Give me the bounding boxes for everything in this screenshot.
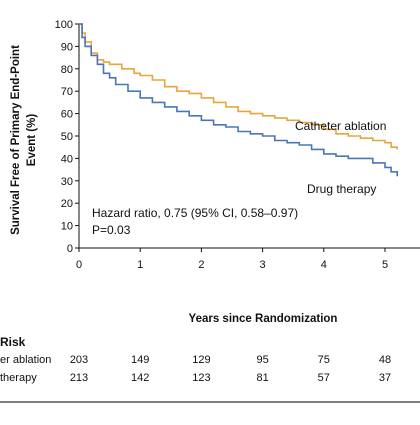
x-tick-label: 0 <box>76 259 82 271</box>
risk-row-value: 81 <box>256 372 268 384</box>
risk-row-value: 203 <box>70 354 88 366</box>
series-line-drug-therapy <box>79 23 398 177</box>
x-tick-label: 4 <box>321 259 327 271</box>
x-tick-label: 5 <box>382 259 388 271</box>
risk-row-value: 142 <box>131 372 149 384</box>
y-tick-label: 50 <box>61 131 73 143</box>
x-tick-label: 3 <box>260 259 266 271</box>
risk-row-value: 37 <box>379 372 391 384</box>
risk-row-value: 213 <box>70 372 88 384</box>
hazard-ratio-text: Hazard ratio, 0.75 (95% CI, 0.58–0.97) <box>92 206 298 220</box>
y-tick-label: 30 <box>61 176 73 188</box>
y-axis-title-line2: Event (%) <box>26 114 38 167</box>
y-axis-title: Survival Free of Primary End-Point Event… <box>10 45 38 235</box>
risk-row-label: therapy <box>0 372 37 384</box>
risk-row-label: er ablation <box>0 354 51 366</box>
y-tick-label: 20 <box>61 198 73 210</box>
x-axis-title: Years since Randomization <box>189 313 338 325</box>
risk-row-value: 95 <box>256 354 268 366</box>
y-tick-label: 90 <box>61 41 73 53</box>
risk-row-value: 149 <box>131 354 149 366</box>
risk-row-value: 129 <box>192 354 210 366</box>
y-tick-label: 0 <box>67 243 73 255</box>
x-tick-label: 2 <box>198 259 204 271</box>
p-value-text: P=0.03 <box>92 223 131 237</box>
risk-table-rows: er ablation 203 149 129 95 75 48 therapy 213 142 1… <box>0 354 391 384</box>
y-tick-label: 40 <box>61 153 73 165</box>
y-axis-ticks: 0 10 20 30 40 50 60 70 80 90 100 <box>55 19 79 255</box>
risk-table: Risk er ablation 203 149 129 95 75 48 therapy 21… <box>0 335 391 384</box>
y-tick-label: 10 <box>61 221 73 233</box>
risk-row-value: 48 <box>379 354 391 366</box>
y-tick-label: 60 <box>61 109 73 121</box>
x-axis-ticks: 0 1 2 3 4 5 <box>76 248 388 271</box>
y-tick-label: 70 <box>61 86 73 98</box>
series-line-catheter-ablation <box>79 23 398 150</box>
risk-row-value: 57 <box>318 372 330 384</box>
risk-table-title: Risk <box>0 335 26 349</box>
catheter-ablation-label: Catheter ablation <box>295 119 386 133</box>
y-tick-label: 80 <box>61 64 73 76</box>
drug-therapy-label: Drug therapy <box>307 182 376 196</box>
survival-curves <box>79 23 398 177</box>
x-tick-label: 1 <box>137 259 143 271</box>
y-axis-title-line1: Survival Free of Primary End-Point <box>10 45 22 235</box>
y-tick-label: 100 <box>55 19 73 31</box>
risk-row-value: 123 <box>192 372 210 384</box>
risk-row-value: 75 <box>318 354 330 366</box>
